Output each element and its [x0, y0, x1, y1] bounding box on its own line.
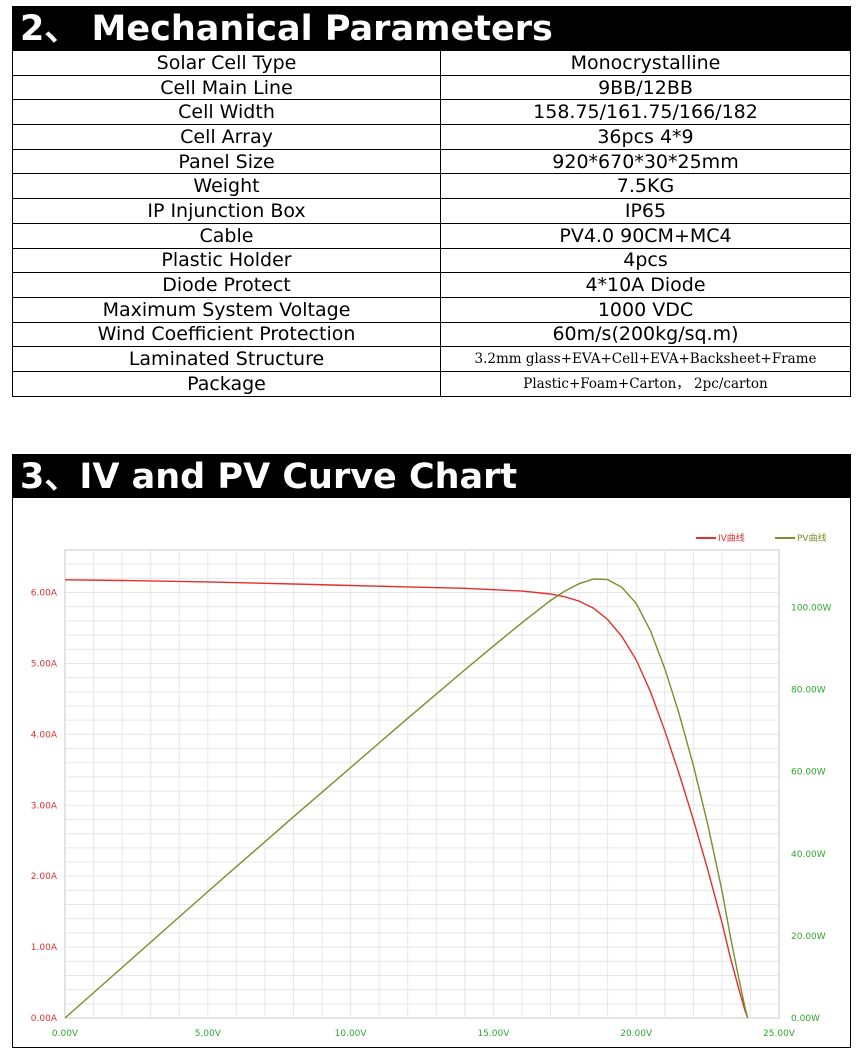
parameter-label: Cell Main Line — [12, 74, 441, 101]
parameter-row: Package Plastic+Foam+Carton， 2pc/carton — [12, 370, 851, 397]
parameter-row: Cable PV4.0 90CM+MC4 — [12, 222, 851, 249]
x-tick-label: 0.00V — [52, 1029, 79, 1039]
x-tick-label: 10.00V — [335, 1029, 368, 1039]
parameter-value: 3.2mm glass+EVA+Cell+EVA+Backsheet+Frame — [440, 346, 851, 372]
parameter-value: 920*670*30*25mm — [440, 148, 851, 175]
mechanical-parameters-heading: 2、 Mechanical Parameters — [12, 6, 851, 50]
parameter-value: 4pcs — [440, 247, 851, 274]
parameter-value: 36pcs 4*9 — [440, 124, 851, 150]
y-right-tick-label: 20.00W — [791, 932, 826, 942]
parameter-label: Wind Coefficient Protection — [12, 321, 441, 348]
parameter-row: Panel Size 920*670*30*25mm — [12, 148, 851, 175]
parameter-label: Panel Size — [12, 148, 441, 175]
parameter-value: IP65 — [440, 198, 851, 224]
parameter-label: Cell Array — [12, 124, 441, 150]
parameter-row: Cell Width 158.75/161.75/166/182 — [12, 99, 851, 126]
parameter-value: 60m/s(200kg/sq.m) — [440, 321, 851, 348]
parameter-value: 9BB/12BB — [440, 74, 851, 101]
parameter-value: 1000 VDC — [440, 296, 851, 323]
y-right-tick-label: 0.00W — [791, 1014, 820, 1024]
y-left-tick-label: 5.00A — [31, 659, 58, 669]
parameter-label: Cable — [12, 222, 441, 249]
parameter-row: Plastic Holder 4pcs — [12, 247, 851, 274]
parameter-value: 4*10A Diode — [440, 272, 851, 298]
parameter-row: Diode Protect 4*10A Diode — [12, 272, 851, 298]
iv-pv-chart-heading: 3、IV and PV Curve Chart — [12, 454, 851, 498]
x-tick-label: 20.00V — [620, 1029, 653, 1039]
y-right-tick-label: 100.00W — [791, 603, 831, 613]
y-left-tick-label: 4.00A — [31, 730, 58, 740]
y-left-tick-label: 0.00A — [31, 1014, 58, 1024]
parameter-row: Wind Coefficient Protection 60m/s(200kg/s… — [12, 321, 851, 348]
parameter-label: IP Injunction Box — [12, 198, 441, 224]
legend-label: IV曲线 — [718, 532, 745, 544]
parameter-label: Maximum System Voltage — [12, 296, 441, 323]
parameter-label: Solar Cell Type — [12, 50, 441, 76]
y-right-tick-label: 80.00W — [791, 686, 826, 696]
parameter-value: PV4.0 90CM+MC4 — [440, 222, 851, 249]
plot-area — [64, 549, 780, 1019]
iv-curve-line — [64, 579, 749, 1019]
parameter-row: IP Injunction Box IP65 — [12, 198, 851, 224]
parameter-row: Maximum System Voltage 1000 VDC — [12, 296, 851, 323]
legend-label: PV曲线 — [797, 532, 827, 544]
parameter-value: Monocrystalline — [440, 50, 851, 76]
x-tick-label: 5.00V — [195, 1029, 222, 1039]
parameter-value: Plastic+Foam+Carton， 2pc/carton — [440, 370, 851, 397]
parameter-label: Weight — [12, 173, 441, 200]
y-right-tick-label: 40.00W — [791, 850, 826, 860]
parameter-label: Laminated Structure — [12, 346, 441, 372]
y-right-tick-label: 60.00W — [791, 768, 826, 778]
parameter-value: 7.5KG — [440, 173, 851, 200]
parameter-value: 158.75/161.75/166/182 — [440, 99, 851, 126]
y-left-tick-label: 2.00A — [31, 872, 58, 882]
parameter-label: Diode Protect — [12, 272, 441, 298]
parameter-row: Laminated Structure 3.2mm glass+EVA+Cell+… — [12, 346, 851, 372]
parameter-label: Plastic Holder — [12, 247, 441, 274]
y-left-tick-label: 3.00A — [31, 801, 58, 811]
iv-pv-chart: 0.00V 5.00V 10.00V 15.00V 20.00V 25.00V 0.00A 1… — [31, 532, 832, 1039]
x-tick-label: 15.00V — [477, 1029, 510, 1039]
y-left-tick-label: 6.00A — [31, 589, 58, 599]
y-left-tick-label: 1.00A — [31, 943, 58, 953]
parameter-row: Weight 7.5KG — [12, 173, 851, 200]
pv-curve-line — [64, 578, 749, 1019]
parameter-row: Cell Main Line 9BB/12BB — [12, 74, 851, 101]
x-tick-label: 25.00V — [763, 1029, 796, 1039]
parameter-label: Package — [12, 370, 441, 397]
parameter-row: Solar Cell Type Monocrystalline — [12, 50, 851, 76]
iv-pv-chart-frame: 0.00V 5.00V 10.00V 15.00V 20.00V 25.00V 0.00A 1… — [12, 498, 851, 1048]
parameter-row: Cell Array 36pcs 4*9 — [12, 124, 851, 150]
parameter-label: Cell Width — [12, 99, 441, 126]
mechanical-parameters-table: Solar Cell Type Monocrystalline Cell Main … — [12, 50, 851, 397]
